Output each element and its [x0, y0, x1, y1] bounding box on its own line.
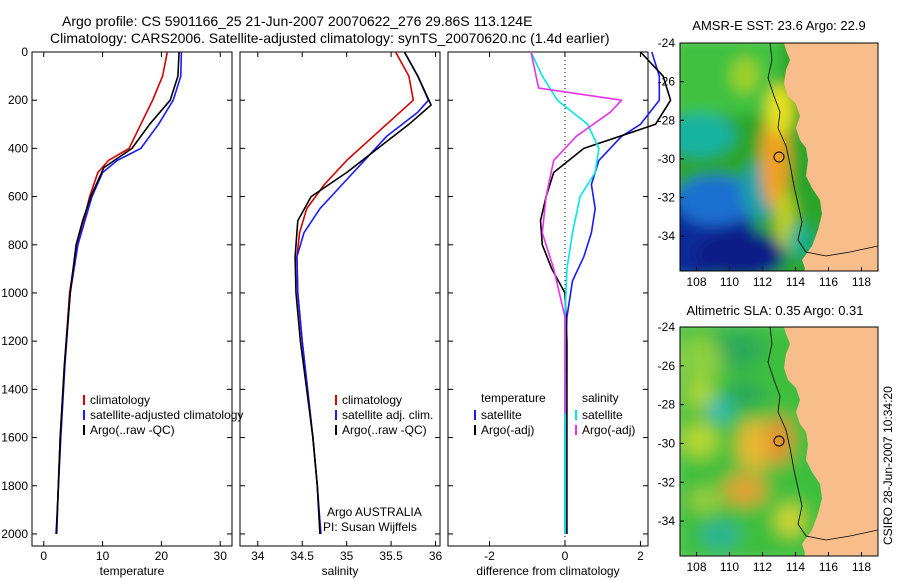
series-line — [539, 51, 672, 534]
map-x-tick-label: 110 — [720, 560, 739, 574]
figure-title-line2: Climatology: CARS2006. Satellite-adjuste… — [50, 30, 610, 46]
map-y-tick-label: -30 — [658, 152, 676, 166]
map-x-tick-label: 118 — [852, 275, 871, 289]
x-tick-label: 2 — [637, 549, 644, 563]
x-tick-label: 36 — [429, 549, 443, 563]
figure-title-line1: Argo profile: CS 5901166_25 21-Jun-2007 … — [62, 13, 532, 29]
x-axis-label: difference from climatology — [476, 564, 619, 578]
y-tick-label: 200 — [8, 93, 28, 107]
map-y-tick-label: -34 — [658, 514, 676, 528]
legend-header: salinity — [582, 391, 619, 405]
sla-isobath — [767, 327, 878, 541]
map-y-tick-label: -32 — [658, 475, 676, 489]
map-x-tick-label: 112 — [753, 275, 772, 289]
legend-entry: satellite adj. clim. — [342, 408, 433, 422]
x-tick-label: 35 — [340, 549, 354, 563]
legend-entry: satellite-adjusted climatology — [90, 408, 243, 422]
sla-argo-marker — [773, 435, 785, 447]
legend-entry: satellite — [582, 408, 623, 422]
sst-land — [784, 43, 878, 271]
map-x-tick-label: 116 — [819, 275, 838, 289]
sst-map-title: AMSR-E SST: 23.6 Argo: 22.9 — [692, 18, 865, 33]
map-x-tick-label: 118 — [852, 560, 871, 574]
map-y-tick-label: -28 — [658, 113, 676, 127]
x-tick-label: 20 — [155, 549, 169, 563]
map-y-tick-label: -32 — [658, 191, 676, 205]
x-tick-label: -2 — [484, 549, 495, 563]
panel-frame — [447, 51, 649, 547]
sla-map-title: Altimetric SLA: 0.35 Argo: 0.31 — [686, 303, 863, 318]
x-tick-label: 10 — [96, 549, 110, 563]
legend-header: temperature — [481, 391, 546, 405]
sst-argo-marker — [773, 151, 785, 163]
legend-entry: satellite — [481, 408, 522, 422]
y-tick-label: 600 — [8, 190, 28, 204]
series-line — [294, 51, 432, 535]
x-axis-label: salinity — [322, 564, 359, 578]
y-tick-label: 400 — [8, 141, 28, 155]
y-tick-label: 1800 — [1, 479, 28, 493]
series-line — [55, 51, 183, 535]
series-line — [530, 51, 623, 414]
map-y-tick-label: -24 — [658, 320, 676, 334]
y-tick-label: 800 — [8, 238, 28, 252]
sla-map-frame — [679, 326, 879, 557]
x-tick-label: 34 — [251, 549, 265, 563]
map-y-tick-label: -26 — [658, 75, 676, 89]
series-line — [55, 51, 169, 535]
sla-map: Altimetric SLA: 0.35 Argo: 0.31 — [658, 303, 879, 574]
panel-frame — [31, 51, 233, 547]
map-y-tick-label: -34 — [658, 229, 676, 243]
map-x-tick-label: 114 — [786, 560, 805, 574]
map-y-tick-label: -30 — [658, 436, 676, 450]
sla-land — [784, 327, 878, 556]
map-y-tick-label: -26 — [658, 359, 676, 373]
map-x-tick-label: 114 — [786, 275, 805, 289]
y-tick-label: 1600 — [1, 431, 28, 445]
temperature-panel: 0 10 20 30 0 200 400 600 800 1000 1200 1400 1600 1800… — [1, 45, 243, 578]
map-x-tick-label: 108 — [686, 560, 706, 574]
map-x-tick-label: 110 — [720, 275, 739, 289]
legend-entry: Argo(-adj) — [582, 423, 635, 437]
sst-map-ticks: 108 110 112 114 116 118 -24 -26 -28 -30 -32 -34 — [658, 36, 872, 289]
map-y-tick-label: -28 — [658, 398, 676, 412]
legend-entry: Argo(..raw -QC) — [90, 423, 175, 437]
legend-entry: Argo(..raw -QC) — [342, 423, 427, 437]
x-tick-label: 0 — [562, 549, 569, 563]
sst-isobath — [767, 43, 878, 257]
credit-line1: Argo AUSTRALIA — [327, 505, 422, 519]
x-tick-label: 34.5 — [291, 549, 315, 563]
legend-entry: climatology — [90, 393, 150, 407]
series-line — [55, 51, 180, 535]
difference-panel: -2 0 2 difference from climatology temperatu… — [447, 51, 672, 578]
map-y-tick-label: -24 — [658, 36, 676, 50]
legend-entry: climatology — [342, 393, 402, 407]
salinity-panel: 34 34.5 35 35.5 36 salinity climatologysatelli… — [239, 51, 443, 578]
y-tick-label: 2000 — [1, 527, 28, 541]
sst-map: AMSR-E SST: 23.6 Argo: 22.9 108 110 112 1 — [658, 18, 879, 289]
y-tick-label: 1200 — [1, 334, 28, 348]
map-x-tick-label: 116 — [819, 560, 838, 574]
map-x-tick-label: 108 — [686, 275, 706, 289]
map-x-tick-label: 112 — [753, 560, 772, 574]
x-tick-label: 30 — [214, 549, 228, 563]
y-tick-label: 0 — [21, 45, 28, 59]
x-tick-label: 0 — [40, 549, 47, 563]
x-tick-label: 35.5 — [379, 549, 403, 563]
sla-map-ticks: 108 110 112 114 116 118 -24 -26 -28 -30 -32 -34 — [658, 320, 872, 574]
credit-line2: PI: Susan Wijffels — [323, 520, 417, 534]
y-tick-label: 1400 — [1, 382, 28, 396]
sst-map-frame — [679, 42, 879, 272]
y-tick-label: 1000 — [1, 286, 28, 300]
panel-frame — [239, 51, 441, 547]
x-axis-label: temperature — [100, 564, 165, 578]
legend-entry: Argo(-adj) — [481, 423, 534, 437]
side-label: CSIRO 28-Jun-2007 10:34:20 — [881, 386, 895, 545]
